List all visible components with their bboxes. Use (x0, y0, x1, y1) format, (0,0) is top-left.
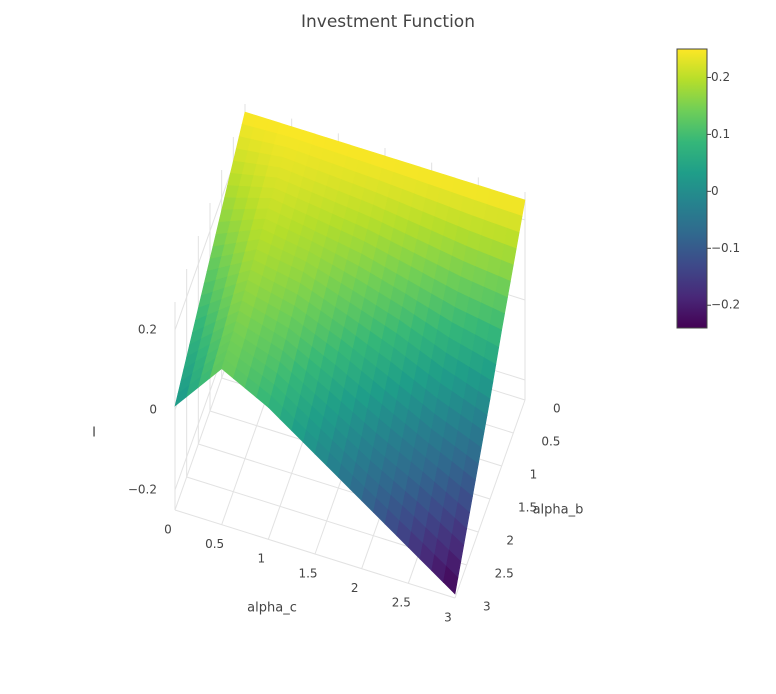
floor-grid-line (174, 509, 456, 599)
x-tick-label: 1.5 (298, 566, 317, 580)
x-tick-label: 1 (258, 552, 266, 566)
x-axis-title: alpha_c (247, 601, 297, 616)
y-tick-label: 3 (483, 599, 491, 613)
z-tick-label: 0 (149, 403, 157, 417)
y-axis-title: alpha_b (533, 503, 584, 518)
colorbar (676, 48, 708, 329)
x-tick-label: 2.5 (392, 596, 411, 610)
y-tick-label: 1 (530, 467, 538, 481)
y-tick-label: 1.5 (518, 500, 537, 514)
z-tick-label: 0.2 (138, 323, 157, 337)
y-tick-label: 2 (506, 533, 514, 547)
surface-patch (443, 565, 459, 595)
y-tick-label: 2.5 (495, 566, 514, 580)
colorbar-tick-label: −0.2 (711, 298, 740, 312)
colorbar-tick-label: −0.1 (711, 241, 740, 255)
surface (174, 111, 526, 595)
y-tick-label: 0.5 (541, 434, 560, 448)
x-tick-label: 2 (351, 581, 359, 595)
colorbar-tick-label: 0.2 (711, 70, 730, 84)
x-tick-label: 0 (164, 522, 172, 536)
colorbar-tick-label: 0 (711, 184, 719, 198)
x-tick-label: 0.5 (205, 537, 224, 551)
z-tick-label: −0.2 (128, 483, 157, 497)
colorbar-tick-label: 0.1 (711, 127, 730, 141)
z-axis-title: I (92, 426, 96, 441)
x-tick-label: 3 (444, 610, 452, 624)
y-tick-label: 0 (553, 401, 561, 415)
chart-title: Investment Function (301, 12, 475, 32)
